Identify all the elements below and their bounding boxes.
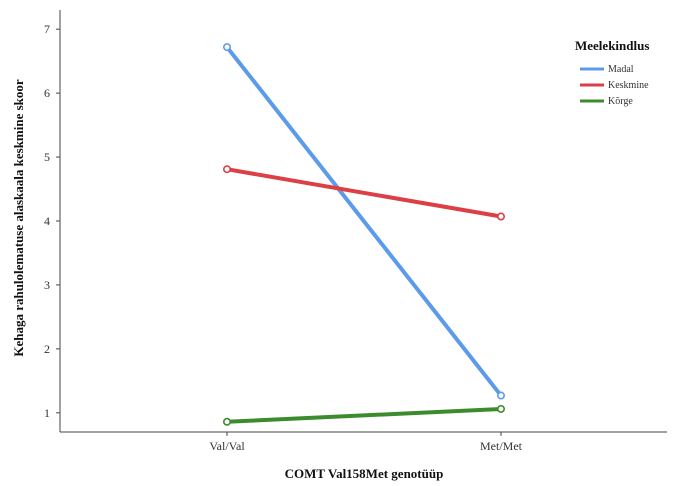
x-axis-title: COMT Val158Met genotüüp [285,466,444,481]
y-tick-label: 5 [44,150,50,164]
y-tick-label: 6 [44,86,50,100]
y-tick-label: 3 [44,278,50,292]
x-tick-label: Val/Val [209,439,245,453]
y-tick-label: 1 [44,406,50,420]
data-point [496,212,505,221]
x-tick-label: Met/Met [480,439,523,453]
y-tick-label: 2 [44,342,50,356]
series-madal [223,43,505,400]
legend-label: Madal [608,64,634,75]
data-point [223,417,232,426]
y-ticks: 1 2 3 4 5 6 7 [44,22,60,420]
series-k-rge [223,404,505,426]
y-tick-label: 4 [44,214,50,228]
series-keskmine [223,165,505,221]
legend-label: Keskmine [608,80,649,91]
data-point [223,165,232,174]
data-point [496,404,505,413]
legend-items: Madal Keskmine Kõrge [580,64,649,107]
y-tick-label: 7 [44,22,50,36]
series-line [225,167,503,219]
series-line [225,45,503,398]
x-ticks: Val/Val Met/Met [209,432,523,453]
data-point [223,43,232,52]
y-axis-title: Kehaga rahulolematuse alaskaala keskmine… [11,79,26,357]
legend-title: Meelekindlus [575,38,649,53]
legend: Meelekindlus Madal Keskmine Kõrge [575,38,649,107]
legend-label: Kõrge [608,96,633,107]
series-layer [223,43,505,426]
series-line [225,406,503,424]
data-point [496,391,505,400]
